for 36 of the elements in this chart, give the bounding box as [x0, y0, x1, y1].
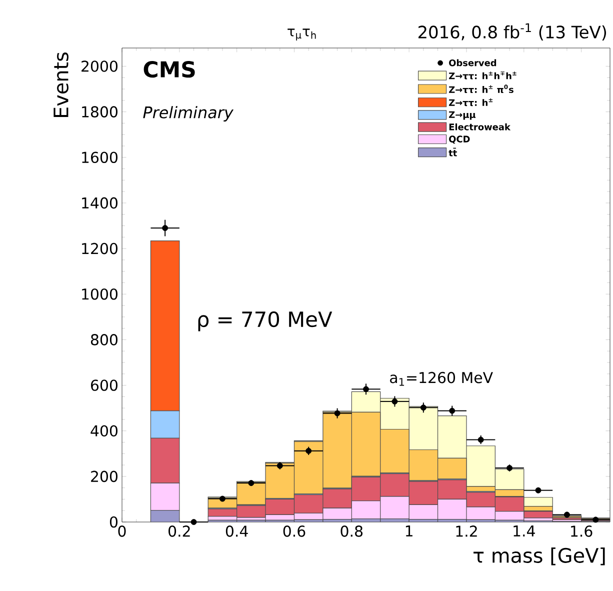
- y-tick-label: 400: [90, 425, 118, 437]
- y-tick-label: 600: [91, 380, 118, 391]
- x-axis-title: τ mass [GeV]: [474, 548, 605, 566]
- y-axis-title: Events: [54, 52, 68, 118]
- y-tick-label: 2000: [82, 60, 118, 72]
- y-tick-label: 200: [91, 470, 118, 482]
- legend-label: QCD: [449, 136, 470, 144]
- chart-subtitle: τ$_{μ}$τ$_{h}$: [288, 28, 316, 40]
- x-tick-label: 0.4: [226, 526, 248, 537]
- x-tick-label: 1.2: [456, 526, 477, 537]
- x-tick-label: 0.6: [283, 526, 306, 537]
- annotation: ρ = 770 MeV: [198, 311, 332, 332]
- legend-label: Z→ττ: h$^{±}$ π$^{0}$s: [448, 84, 514, 94]
- legend-label: Electroweak: [449, 123, 511, 130]
- legend-label: Observed: [449, 59, 496, 66]
- annotation: CMS: [144, 61, 195, 78]
- x-tick-label: 1: [406, 526, 412, 536]
- annotation: a$_{1}$=1260 MeV: [390, 372, 493, 386]
- y-tick-label: 1000: [82, 288, 118, 300]
- y-tick-label: 1600: [82, 152, 118, 164]
- annotation: Preliminary: [143, 106, 234, 122]
- y-tick-label: 800: [90, 334, 118, 346]
- x-tick-label: 1.4: [514, 526, 535, 536]
- legend-label: Z→ττ: h$^{±}$h$^{∓}$h$^{±}$: [448, 72, 516, 80]
- legend-label: tt̄: [448, 148, 457, 156]
- x-tick-label: 0.2: [168, 526, 190, 537]
- x-tick-label: 1.6: [571, 526, 592, 537]
- legend-label: Z→ττ: h$^{±}$: [448, 98, 493, 106]
- y-tick-label: 1200: [82, 242, 118, 254]
- chart-title: 2016, 0.8 fb$^{-1}$ (13 TeV): [418, 23, 606, 40]
- y-tick-label: 1800: [82, 106, 118, 118]
- y-tick-label: 0: [110, 516, 118, 528]
- x-tick-label: 0: [118, 526, 126, 537]
- legend-label: Z→μμ: [448, 111, 476, 120]
- x-tick-label: 0.8: [340, 526, 363, 537]
- y-tick-label: 1400: [82, 197, 118, 209]
